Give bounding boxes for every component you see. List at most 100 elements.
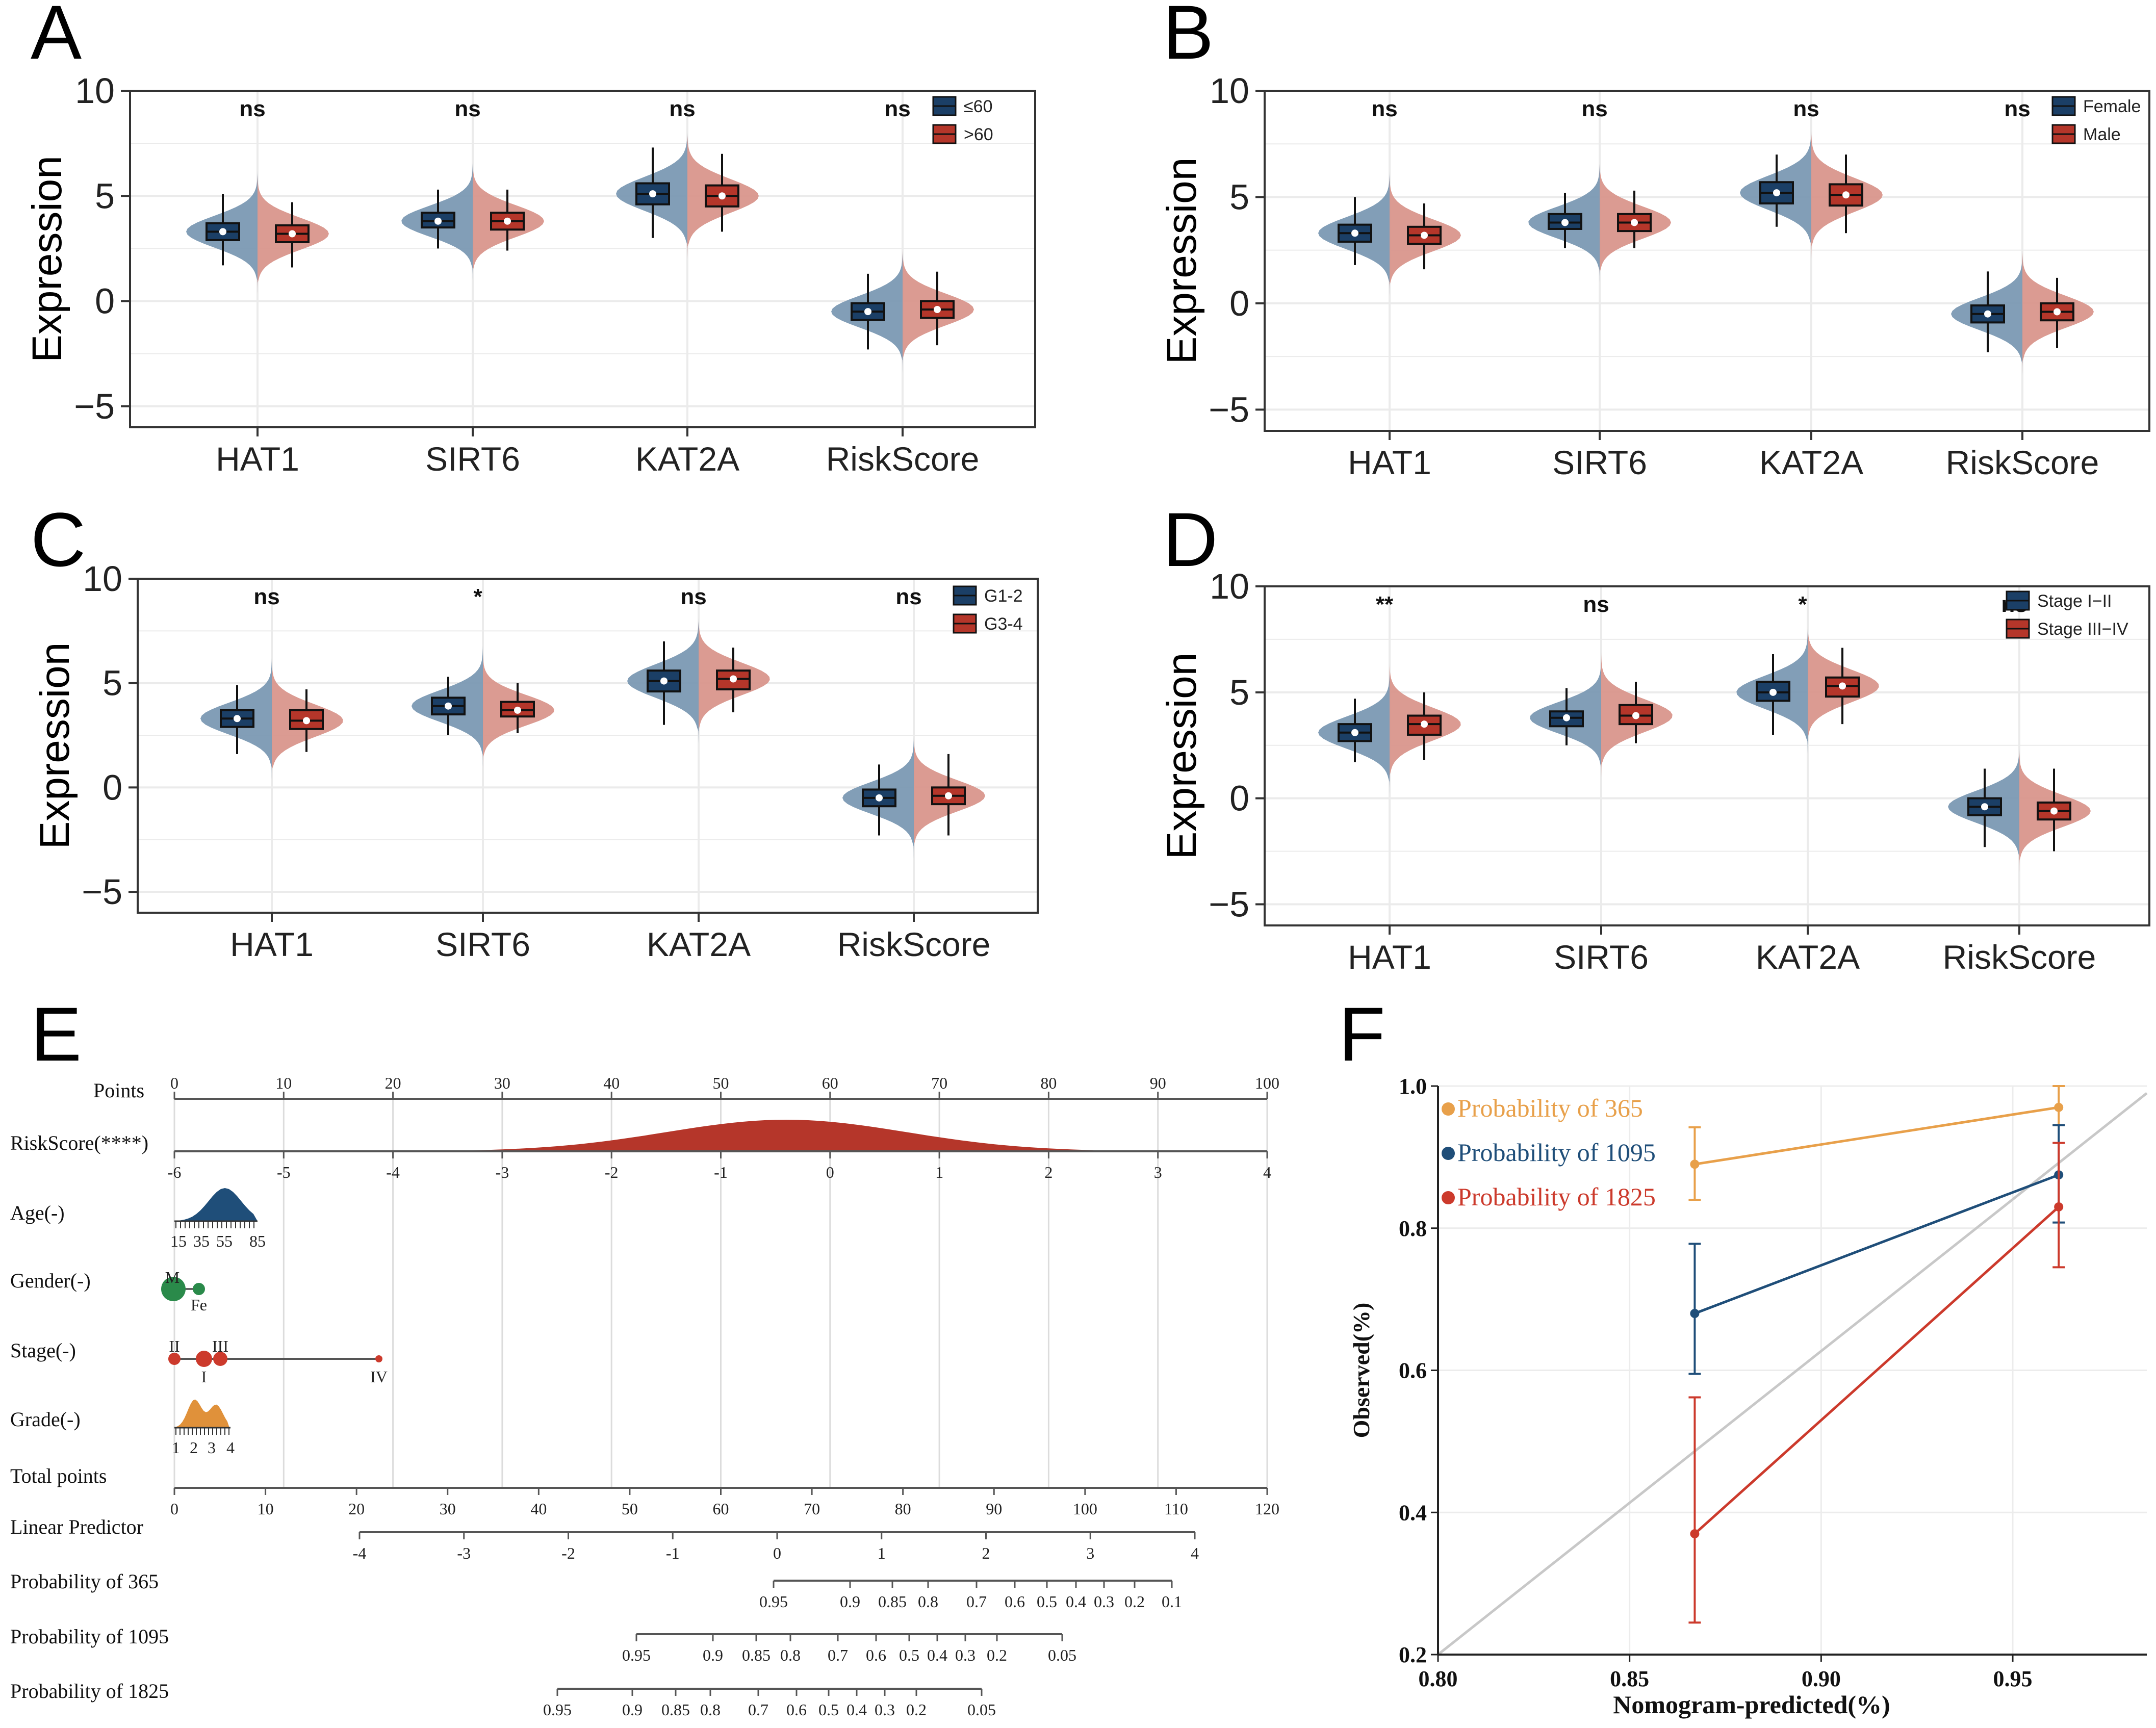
- legend-label: Female: [2083, 97, 2141, 116]
- axis-tick-label: 50: [713, 1074, 729, 1092]
- significance-label: ns: [1793, 96, 1819, 121]
- y-tick-label: −5: [1209, 884, 1249, 924]
- median-point: [1421, 231, 1428, 239]
- age-density: [176, 1188, 258, 1221]
- median-point: [945, 792, 952, 799]
- legend-label: Stage I−II: [2037, 591, 2112, 611]
- calibration-panel: 0.80 0.85 0.90 0.95 0.2 0.4 0.6 0.8 1.0 Nomogram-…: [1348, 1074, 2148, 1719]
- panel-letter-C: C: [31, 497, 86, 582]
- axis-tick-label: 0.5: [1037, 1592, 1057, 1611]
- axis-tick-label: 40: [603, 1074, 620, 1092]
- legend-label: Probability of 365: [1457, 1094, 1643, 1122]
- axis-tick-label: 15: [170, 1232, 187, 1250]
- legend-marker: [1442, 1102, 1455, 1116]
- y-tick-label: −5: [74, 386, 115, 426]
- axis-tick-label: II: [169, 1337, 179, 1355]
- axis-tick-label: 0: [170, 1500, 178, 1518]
- axis-tick-label: 2: [1044, 1163, 1053, 1181]
- axis-tick-label: -4: [386, 1163, 400, 1181]
- axis-tick-label: 30: [494, 1074, 510, 1092]
- axis-tick-label: 0.5: [818, 1700, 839, 1719]
- axis-tick-label: 0.95: [543, 1700, 572, 1719]
- reference-diagonal: [1437, 1092, 2148, 1656]
- x-tick-label: KAT2A: [1759, 444, 1863, 481]
- x-tick-label: 0.80: [1419, 1666, 1458, 1691]
- median-point: [1631, 219, 1638, 226]
- axis-tick-label: 0.8: [780, 1646, 801, 1664]
- axis-tick-label: 0.9: [703, 1646, 723, 1664]
- nomogram-row-label: Gender(-): [10, 1269, 91, 1292]
- stage-point-iv: [375, 1355, 382, 1362]
- nomogram-row-label: Age(-): [10, 1201, 65, 1224]
- axis-tick-label: -6: [168, 1163, 182, 1181]
- axis-tick-label: 0.6: [866, 1646, 886, 1664]
- axis-tick-label: 2: [190, 1438, 198, 1457]
- panel-letter-E: E: [31, 991, 82, 1077]
- x-tick-label: HAT1: [230, 925, 314, 963]
- x-tick-label: 0.90: [1802, 1666, 1841, 1691]
- y-tick-label: −5: [82, 872, 122, 912]
- median-point: [1421, 720, 1428, 728]
- median-point: [730, 675, 737, 683]
- axis-tick-label: 0.3: [875, 1700, 895, 1719]
- axis-tick-label: 100: [1255, 1074, 1279, 1092]
- axis-tick-label: 4: [1191, 1544, 1199, 1562]
- legend-label: Probability of 1825: [1457, 1182, 1656, 1211]
- x-tick-label: HAT1: [1348, 938, 1431, 976]
- data-point: [1690, 1529, 1700, 1539]
- y-tick-label: 5: [95, 176, 115, 216]
- legend-label: G1-2: [984, 586, 1023, 606]
- median-point: [303, 717, 310, 725]
- axis-tick-label: 0.85: [878, 1592, 907, 1611]
- x-axis-label: Nomogram-predicted(%): [1613, 1690, 1890, 1719]
- axis-tick-label: Fe: [191, 1296, 207, 1314]
- y-tick-label: 10: [1210, 566, 1249, 606]
- axis-tick-label: 85: [249, 1232, 266, 1250]
- axis-tick-label: 4: [1263, 1163, 1271, 1181]
- axis-tick-label: 0.2: [987, 1646, 1007, 1664]
- axis-tick-label: 80: [1040, 1074, 1057, 1092]
- median-point: [219, 228, 226, 236]
- x-tick-label: SIRT6: [1554, 938, 1649, 976]
- axis-tick-label: 70: [804, 1500, 820, 1518]
- significance-label: ns: [669, 96, 695, 121]
- y-tick-label: 0: [102, 767, 122, 807]
- significance-label: ns: [1583, 592, 1609, 617]
- y-tick-label: 0.2: [1399, 1642, 1427, 1667]
- data-point: [1690, 1159, 1700, 1169]
- axis-tick-label: 0.4: [1066, 1592, 1086, 1611]
- violin-panel-D: −5 0 5 10 Expression HAT1 ** SIRT6 ns KAT2A * RiskS…: [1159, 566, 2150, 976]
- axis-tick-label: 0.85: [661, 1700, 690, 1719]
- legend-label: Male: [2083, 125, 2121, 144]
- axis-tick-label: -2: [605, 1163, 619, 1181]
- axis-tick-label: 55: [216, 1232, 233, 1250]
- median-point: [660, 677, 668, 685]
- data-point: [1690, 1309, 1700, 1318]
- legend-label: ≤60: [964, 97, 992, 116]
- y-axis-label: Expression: [24, 156, 70, 363]
- axis-tick-label: 60: [713, 1500, 729, 1518]
- significance-label: ns: [2004, 96, 2030, 121]
- axis-tick-label: 0.9: [622, 1700, 643, 1719]
- axis-tick-label: 0: [826, 1163, 834, 1181]
- y-tick-label: 0.4: [1399, 1500, 1427, 1525]
- y-axis-label: Expression: [32, 642, 78, 849]
- axis-tick-label: 0.85: [742, 1646, 771, 1664]
- y-tick-label: 10: [75, 71, 115, 111]
- axis-tick-label: 20: [385, 1074, 401, 1092]
- axis-tick-label: IV: [370, 1368, 388, 1386]
- axis-tick-label: 0.7: [966, 1592, 987, 1611]
- grade-density: [176, 1399, 229, 1428]
- x-tick-label: RiskScore: [1943, 938, 2096, 976]
- axis-tick-label: 0.4: [927, 1646, 947, 1664]
- median-point: [864, 308, 871, 316]
- median-point: [514, 706, 521, 714]
- axis-tick-label: 0.5: [899, 1646, 919, 1664]
- panel-letter-B: B: [1163, 0, 1214, 75]
- y-tick-label: 0: [95, 281, 115, 321]
- x-tick-label: 0.95: [1993, 1666, 2033, 1691]
- axis-tick-label: III: [212, 1337, 228, 1355]
- nomogram-row-label: Probability of 1825: [10, 1680, 169, 1703]
- axis-tick-label: 0: [773, 1544, 781, 1562]
- y-tick-label: −5: [1209, 390, 1249, 429]
